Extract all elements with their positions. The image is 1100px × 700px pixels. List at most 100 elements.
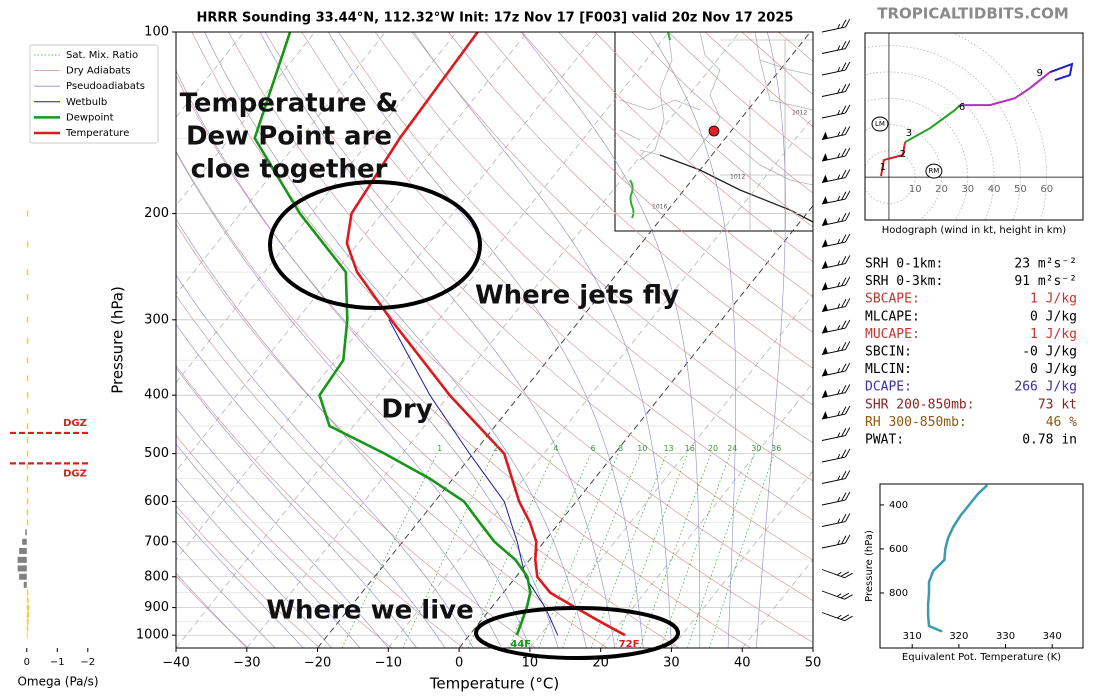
mixing-ratio-line [467, 453, 554, 648]
pseudoadiabat [259, 32, 616, 648]
omega-bar [25, 529, 27, 536]
hodo-ring-label: 60 [1040, 184, 1053, 195]
index-value: 1 J/kg [1030, 292, 1077, 307]
storm-motion-label: LM [875, 120, 885, 128]
y-tick-label: 400 [144, 388, 169, 403]
index-value: 0.78 in [1022, 433, 1077, 448]
wind-barb [821, 612, 853, 622]
barb-staff [821, 491, 851, 506]
map-label: 1012 [792, 110, 807, 117]
annotation-ellipse [474, 606, 680, 660]
mixing-ratio-line [614, 453, 689, 648]
site-marker [708, 125, 720, 137]
barb-staff [821, 319, 851, 334]
annotation: cloe together [191, 155, 388, 185]
barb-staff [821, 341, 851, 355]
x-tick-label: −10 [375, 656, 402, 671]
barb-flag [822, 389, 828, 398]
annotation: Temperature & [180, 89, 399, 119]
pseudoadiabat [413, 32, 672, 648]
wind-barb [821, 405, 851, 420]
pseudoadiabat [176, 407, 389, 648]
wind-barb [821, 362, 851, 377]
barb-flag [822, 325, 828, 333]
wind-barb [821, 319, 851, 334]
barb-staff [821, 448, 851, 463]
isotherm [176, 32, 599, 561]
hodo-caption: Hodograph (wind in kt, height in km) [882, 225, 1067, 236]
wind-barb [821, 104, 851, 119]
mixing-ratio-label: 24 [727, 444, 737, 453]
hodo-trace [904, 104, 961, 143]
barb-flag [822, 153, 828, 161]
legend-label: Pseudoadiabats [66, 81, 145, 92]
x-tick-label: 330 [996, 631, 1015, 642]
pseudoadiabat [176, 542, 276, 648]
legend-frame [29, 44, 159, 144]
wind-barb [821, 590, 853, 600]
wind-barb [821, 190, 851, 205]
pseudoadiabat [176, 478, 332, 648]
index-label: SHR 200-850mb: [865, 397, 975, 412]
barb-flag [822, 196, 828, 204]
omega-bar [26, 487, 29, 494]
wind-barb [821, 169, 851, 183]
annotation-ellipse [268, 180, 482, 310]
omega-bar [26, 294, 29, 301]
wind-barb [821, 470, 851, 484]
y-tick-label: 200 [144, 206, 169, 221]
isotherm [176, 32, 528, 472]
omega-bar [26, 519, 29, 526]
omega-bar [23, 581, 27, 588]
dry-adiabat [176, 435, 393, 648]
barb-staff [821, 126, 851, 140]
dry-adiabat [264, 32, 813, 561]
x-tick-label: 10 [522, 656, 539, 671]
intl-border [659, 154, 814, 223]
y-axis-label: Pressure (hPa) [109, 286, 127, 394]
omega-bar [26, 241, 29, 248]
mixing-ratio-label: 2 [493, 444, 498, 453]
x-tick-label: 0 [24, 657, 30, 668]
wind-barb [821, 255, 851, 269]
y-tick-label: 600 [889, 544, 908, 555]
x-axis-label: Omega (Pa/s) [17, 675, 98, 689]
dry-adiabat [176, 365, 464, 648]
index-label: SRH 0-1km: [865, 257, 943, 272]
annotation: Where jets fly [475, 281, 679, 311]
wind-barb [821, 534, 851, 549]
x-tick-label: −40 [162, 656, 189, 671]
annotation: Where we live [266, 596, 473, 626]
wind-barb [821, 448, 851, 463]
index-label: PWAT: [865, 433, 904, 448]
storm-motion-marker [925, 163, 943, 179]
isotherm [317, 32, 811, 648]
omega-bar [26, 632, 28, 639]
height-label: 6 [959, 102, 965, 113]
barb-staff [821, 169, 851, 183]
pseudoadiabat [204, 32, 587, 648]
wind-barb [821, 126, 851, 140]
omega-bar [26, 475, 29, 482]
profile-line [345, 32, 626, 637]
x-tick-label: −1 [50, 657, 65, 668]
mixing-ratio-label: 20 [708, 444, 718, 453]
pseudoadiabat [756, 32, 786, 648]
dry-adiabat [228, 32, 813, 601]
barb-staff [821, 255, 851, 269]
omega-bar [17, 565, 27, 572]
storm-motion-marker [871, 116, 889, 132]
index-label: MLCIN: [865, 362, 912, 377]
mixing-ratio-label: 8 [618, 444, 623, 453]
mixing-ratio-label: 6 [591, 444, 596, 453]
y-tick-label: 700 [144, 534, 169, 549]
legend-label: Temperature [65, 128, 129, 139]
hodo-trace [1049, 62, 1074, 82]
dgz-label: DGZ [63, 418, 87, 429]
hodograph-plot: 10 20 30 40 50 60 1 23 6 9 LM RM [865, 33, 1083, 220]
omega-bar [17, 556, 27, 563]
barb-flag [822, 368, 828, 376]
x-tick-label: 320 [949, 631, 968, 642]
mixing-ratio-line [639, 453, 712, 648]
mixing-ratio-label: 4 [553, 444, 558, 453]
